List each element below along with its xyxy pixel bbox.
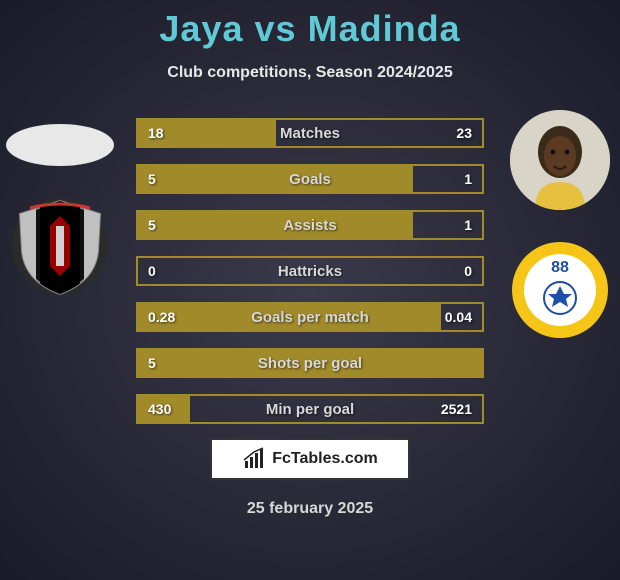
- stat-label: Min per goal: [138, 401, 482, 418]
- stat-label: Hattricks: [138, 263, 482, 280]
- stat-row: 5Goals1: [136, 164, 484, 194]
- chart-icon: [242, 447, 266, 471]
- stat-label: Goals per match: [138, 309, 482, 326]
- stat-value-right: 1: [464, 217, 472, 233]
- stat-row: 0.28Goals per match0.04: [136, 302, 484, 332]
- stat-row: 5Shots per goal: [136, 348, 484, 378]
- stat-value-right: 2521: [441, 401, 472, 417]
- brand-text: FcTables.com: [272, 450, 378, 468]
- brand-logo[interactable]: FcTables.com: [210, 438, 410, 480]
- player1-photo: [6, 124, 114, 166]
- stat-value-right: 0.04: [445, 309, 472, 325]
- comparison-title: Jaya vs Madinda: [0, 0, 620, 50]
- stat-label: Matches: [138, 125, 482, 142]
- stat-value-right: 23: [456, 125, 472, 141]
- stat-label: Shots per goal: [138, 355, 482, 372]
- comparison-date: 25 february 2025: [0, 500, 620, 518]
- stats-table: 18Matches23 5Goals1 5Assists1 0Hattricks0 0.…: [136, 118, 484, 424]
- player2-photo: [510, 110, 610, 210]
- stat-row: 18Matches23: [136, 118, 484, 148]
- stat-row: 0Hattricks0: [136, 256, 484, 286]
- team1-crest: [10, 196, 110, 296]
- stat-value-right: 0: [464, 263, 472, 279]
- subtitle: Club competitions, Season 2024/2025: [0, 64, 620, 82]
- stat-row: 430Min per goal2521: [136, 394, 484, 424]
- right-avatars: 88: [500, 110, 620, 340]
- vs-label: vs: [255, 8, 297, 49]
- stat-label: Assists: [138, 217, 482, 234]
- player2-name: Madinda: [308, 8, 461, 49]
- stat-row: 5Assists1: [136, 210, 484, 240]
- stat-label: Goals: [138, 171, 482, 188]
- stat-value-right: 1: [464, 171, 472, 187]
- player1-name: Jaya: [159, 8, 243, 49]
- svg-text:88: 88: [551, 259, 569, 276]
- left-avatars: [0, 110, 120, 296]
- team2-crest: 88: [510, 240, 610, 340]
